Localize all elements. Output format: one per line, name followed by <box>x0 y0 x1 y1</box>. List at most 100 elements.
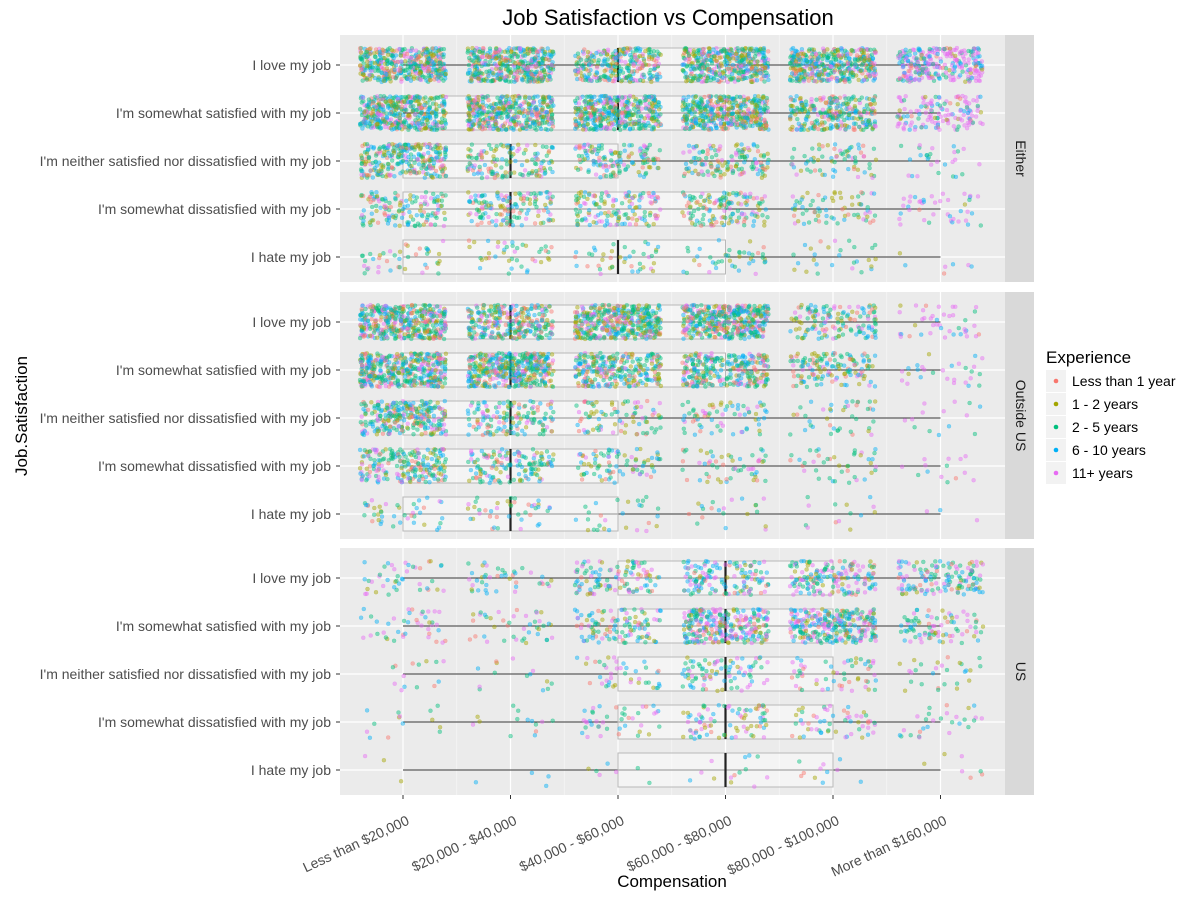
data-point <box>431 65 437 70</box>
data-point <box>499 156 505 162</box>
data-point <box>437 174 443 179</box>
data-point <box>765 49 771 54</box>
data-point <box>413 48 419 53</box>
data-point <box>693 161 698 166</box>
data-point <box>611 170 616 175</box>
data-point <box>942 46 947 52</box>
data-point <box>376 62 381 67</box>
data-point <box>360 95 365 100</box>
data-point <box>734 114 740 119</box>
data-point <box>376 168 381 174</box>
data-point <box>358 63 363 68</box>
data-point <box>533 142 538 148</box>
data-point <box>590 118 596 123</box>
data-point <box>482 162 488 168</box>
data-point <box>966 48 971 54</box>
facet-strip <box>1005 35 1034 282</box>
data-point <box>488 112 494 117</box>
data-point <box>901 73 906 79</box>
data-point <box>526 170 532 176</box>
data-point <box>954 127 960 132</box>
data-point <box>579 73 585 79</box>
data-point <box>503 58 509 64</box>
data-point <box>365 53 371 59</box>
data-point <box>608 148 613 154</box>
data-point <box>794 93 799 99</box>
data-point <box>737 94 743 100</box>
data-point <box>896 121 901 127</box>
data-point <box>853 73 859 78</box>
data-point <box>486 105 492 110</box>
data-point <box>940 65 945 71</box>
data-point <box>689 124 694 129</box>
data-point <box>476 58 481 63</box>
y-tick-label: I love my job <box>252 57 331 73</box>
data-point <box>760 50 765 55</box>
data-point <box>390 75 396 80</box>
data-point <box>467 161 472 166</box>
data-point <box>365 102 370 108</box>
data-point <box>429 174 435 180</box>
data-point <box>399 59 404 64</box>
data-point <box>609 116 614 122</box>
data-point <box>364 63 370 69</box>
data-point <box>551 103 556 108</box>
data-point <box>871 98 877 103</box>
data-point <box>426 56 432 62</box>
data-point <box>914 108 919 114</box>
data-point <box>765 60 770 66</box>
data-point <box>736 75 741 80</box>
data-point <box>754 104 760 109</box>
data-point <box>937 103 943 108</box>
data-point <box>493 163 499 168</box>
boxplot-box <box>617 47 726 83</box>
data-point <box>637 121 642 127</box>
data-point <box>374 94 380 99</box>
data-point <box>543 56 548 62</box>
data-point <box>594 50 599 56</box>
data-point <box>828 60 834 65</box>
data-point <box>542 171 547 177</box>
data-point <box>795 75 800 81</box>
data-point <box>517 45 523 51</box>
data-point <box>469 142 475 147</box>
data-point <box>390 51 395 57</box>
data-point <box>594 65 600 70</box>
data-point <box>476 94 481 100</box>
data-point <box>818 98 823 103</box>
data-point <box>517 95 522 101</box>
data-point <box>699 70 705 75</box>
data-point <box>969 113 975 119</box>
data-point <box>799 102 805 108</box>
data-point <box>788 97 794 102</box>
data-point <box>617 119 623 125</box>
data-point <box>627 143 632 148</box>
data-point <box>426 69 432 74</box>
data-point <box>366 154 372 160</box>
data-point <box>480 54 486 60</box>
data-point <box>413 62 418 67</box>
data-point <box>471 171 477 177</box>
data-point <box>376 97 382 103</box>
data-point <box>867 73 872 78</box>
data-point <box>704 57 709 63</box>
data-point <box>538 164 544 170</box>
data-point <box>526 102 532 107</box>
data-point <box>932 115 938 121</box>
data-point <box>654 121 659 127</box>
data-point <box>764 123 769 128</box>
data-point <box>897 108 902 113</box>
data-point <box>913 76 919 81</box>
data-point <box>927 53 933 59</box>
data-point <box>633 98 638 103</box>
data-point <box>642 152 647 158</box>
data-point <box>387 46 392 51</box>
data-point <box>428 51 433 57</box>
data-point <box>589 95 595 100</box>
data-point <box>387 98 392 104</box>
data-point <box>821 53 827 58</box>
data-point <box>974 51 979 56</box>
data-point <box>826 77 831 83</box>
data-point <box>377 60 382 66</box>
